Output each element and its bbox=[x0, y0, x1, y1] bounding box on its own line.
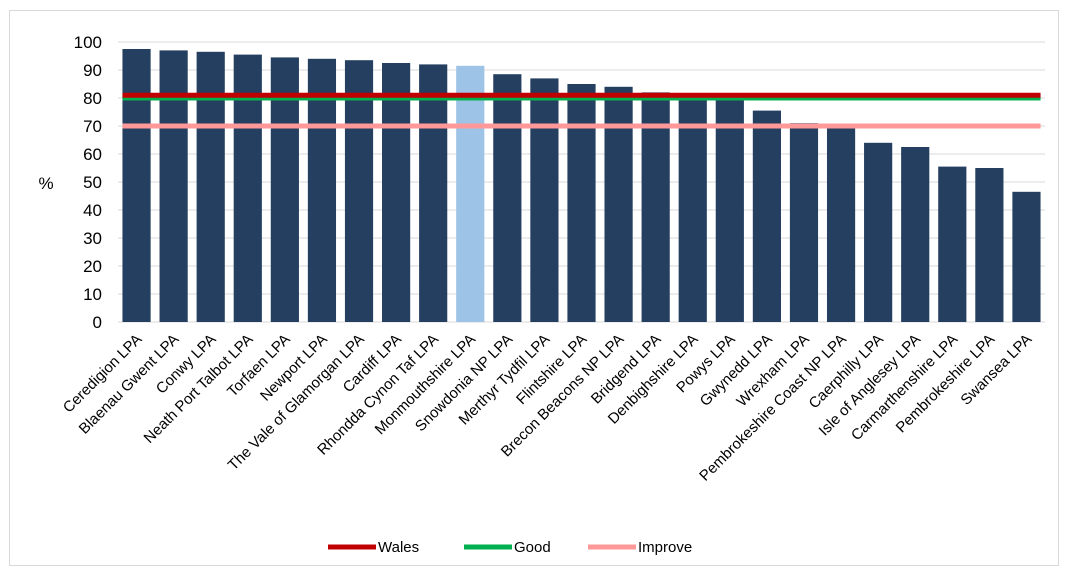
bar-torfaen-lpa bbox=[270, 57, 299, 323]
y-tick-label: 50 bbox=[83, 173, 102, 192]
bar-merthyr-tydfil-lpa bbox=[530, 78, 559, 323]
legend-label-good: Good bbox=[514, 539, 551, 556]
legend-label-wales: Wales bbox=[378, 539, 419, 556]
y-tick-labels: 0 10 20 30 40 50 60 70 80 90 100 bbox=[74, 33, 102, 332]
bar-denbighshire-lpa bbox=[678, 95, 707, 322]
legend: Wales Good Improve bbox=[328, 539, 692, 556]
bar-isle-of-anglesey-lpa bbox=[901, 147, 930, 322]
y-tick-label: 80 bbox=[83, 89, 102, 108]
bar-carmarthenshire-lpa bbox=[938, 166, 967, 322]
bar-pembrokeshire-coast-np-lpa bbox=[826, 126, 856, 322]
bar-chart: 0 10 20 30 40 50 60 70 80 90 100 Ceredigion LPABla… bbox=[38, 33, 1045, 556]
y-tick-label: 30 bbox=[83, 229, 102, 248]
legend-label-improve: Improve bbox=[638, 539, 692, 556]
y-tick-label: 10 bbox=[83, 285, 102, 304]
chart-frame: 0 10 20 30 40 50 60 70 80 90 100 Ceredigion LPA Bla… bbox=[9, 10, 1059, 566]
bar-snowdonia-np-lpa bbox=[493, 74, 522, 322]
bar-gwynedd-lpa bbox=[752, 110, 781, 322]
bar-swansea-lpa bbox=[1012, 191, 1041, 322]
y-tick-label: 40 bbox=[83, 201, 102, 220]
reference-lines bbox=[122, 92, 1041, 129]
y-tick-label: 100 bbox=[74, 33, 102, 52]
bar-ceredigion-lpa bbox=[122, 49, 151, 322]
bar-flintshire-lpa bbox=[567, 84, 596, 322]
y-tick-label: 0 bbox=[93, 313, 102, 332]
bar-powys-lpa bbox=[715, 98, 744, 322]
bar-cardiff-lpa bbox=[382, 63, 411, 322]
y-axis-label: % bbox=[38, 174, 53, 193]
bar-newport-lpa bbox=[307, 58, 337, 323]
bar-conwy-lpa bbox=[196, 51, 225, 323]
bar-rhondda-cynon-taf-lpa bbox=[419, 64, 448, 323]
y-tick-label: 70 bbox=[83, 117, 102, 136]
bar-monmouthshire-lpa bbox=[456, 65, 485, 323]
bar-bridgend-lpa bbox=[641, 92, 670, 323]
y-tick-label: 60 bbox=[83, 145, 102, 164]
bar-pembrokeshire-lpa bbox=[975, 168, 1004, 322]
bar-caerphilly-lpa bbox=[864, 142, 893, 322]
bar-wrexham-lpa bbox=[789, 123, 819, 322]
bars bbox=[122, 49, 1041, 323]
bar-the-vale-of-glamorgan-lpa bbox=[344, 60, 374, 322]
y-tick-label: 90 bbox=[83, 61, 102, 80]
y-tick-label: 20 bbox=[83, 257, 102, 276]
bar-blaenau-gwent-lpa bbox=[159, 50, 188, 323]
bar-brecon-beacons-np-lpa bbox=[604, 86, 633, 322]
